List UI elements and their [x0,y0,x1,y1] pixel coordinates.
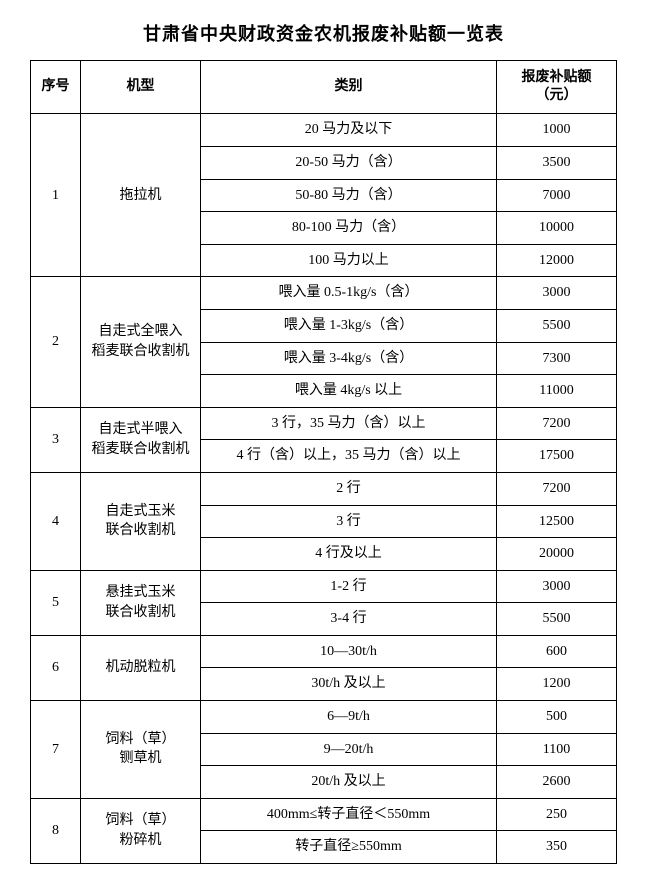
cell-model: 拖拉机 [81,114,201,277]
cell-amount: 3000 [497,277,617,310]
cell-amount: 7200 [497,407,617,440]
header-seq: 序号 [31,61,81,114]
cell-amount: 17500 [497,440,617,473]
cell-category: 6—9t/h [201,701,497,734]
subsidy-table: 序号 机型 类别 报废补贴额 （元） 1拖拉机20 马力及以下100020-50… [30,60,617,864]
cell-category: 80-100 马力（含） [201,212,497,245]
table-row: 2自走式全喂入稻麦联合收割机喂入量 0.5-1kg/s（含）3000 [31,277,617,310]
cell-amount: 12500 [497,505,617,538]
cell-model: 悬挂式玉米联合收割机 [81,570,201,635]
cell-category: 3-4 行 [201,603,497,636]
cell-seq: 6 [31,635,81,700]
header-amount-line2: （元） [536,88,578,103]
cell-amount: 7000 [497,179,617,212]
cell-category: 1-2 行 [201,570,497,603]
table-row: 6机动脱粒机10—30t/h600 [31,635,617,668]
cell-category: 3 行，35 马力（含）以上 [201,407,497,440]
cell-category: 喂入量 0.5-1kg/s（含） [201,277,497,310]
cell-category: 9—20t/h [201,733,497,766]
table-row: 7饲料（草）铡草机6—9t/h500 [31,701,617,734]
cell-category: 20-50 马力（含） [201,146,497,179]
cell-seq: 5 [31,570,81,635]
cell-seq: 4 [31,472,81,570]
cell-amount: 10000 [497,212,617,245]
cell-amount: 1100 [497,733,617,766]
cell-category: 喂入量 4kg/s 以上 [201,375,497,408]
cell-amount: 7300 [497,342,617,375]
table-row: 8饲料（草）粉碎机400mm≤转子直径＜550mm250 [31,798,617,831]
cell-amount: 500 [497,701,617,734]
cell-category: 2 行 [201,472,497,505]
table-row: 5悬挂式玉米联合收割机1-2 行3000 [31,570,617,603]
cell-amount: 1200 [497,668,617,701]
cell-category: 20t/h 及以上 [201,766,497,799]
header-row: 序号 机型 类别 报废补贴额 （元） [31,61,617,114]
cell-amount: 350 [497,831,617,864]
cell-model: 饲料（草）铡草机 [81,701,201,799]
cell-amount: 20000 [497,538,617,571]
header-model: 机型 [81,61,201,114]
header-amount-line1: 报废补贴额 [522,70,592,85]
cell-seq: 1 [31,114,81,277]
cell-amount: 3500 [497,146,617,179]
cell-amount: 11000 [497,375,617,408]
cell-model: 自走式玉米联合收割机 [81,472,201,570]
cell-category: 20 马力及以下 [201,114,497,147]
cell-category: 10—30t/h [201,635,497,668]
cell-seq: 8 [31,798,81,863]
header-amount: 报废补贴额 （元） [497,61,617,114]
cell-amount: 12000 [497,244,617,277]
cell-seq: 3 [31,407,81,472]
cell-seq: 2 [31,277,81,407]
table-row: 3自走式半喂入稻麦联合收割机3 行，35 马力（含）以上7200 [31,407,617,440]
cell-category: 3 行 [201,505,497,538]
cell-category: 喂入量 1-3kg/s（含） [201,309,497,342]
header-category: 类别 [201,61,497,114]
cell-category: 400mm≤转子直径＜550mm [201,798,497,831]
cell-category: 喂入量 3-4kg/s（含） [201,342,497,375]
table-row: 1拖拉机20 马力及以下1000 [31,114,617,147]
page-title: 甘肃省中央财政资金农机报废补贴额一览表 [30,20,617,46]
cell-category: 50-80 马力（含） [201,179,497,212]
cell-category: 4 行及以上 [201,538,497,571]
cell-model: 自走式全喂入稻麦联合收割机 [81,277,201,407]
cell-amount: 1000 [497,114,617,147]
cell-amount: 7200 [497,472,617,505]
cell-category: 30t/h 及以上 [201,668,497,701]
cell-amount: 5500 [497,309,617,342]
cell-model: 自走式半喂入稻麦联合收割机 [81,407,201,472]
cell-category: 4 行（含）以上，35 马力（含）以上 [201,440,497,473]
cell-category: 转子直径≥550mm [201,831,497,864]
cell-model: 饲料（草）粉碎机 [81,798,201,863]
table-row: 4自走式玉米联合收割机2 行7200 [31,472,617,505]
cell-amount: 5500 [497,603,617,636]
cell-amount: 3000 [497,570,617,603]
cell-model: 机动脱粒机 [81,635,201,700]
cell-amount: 600 [497,635,617,668]
cell-seq: 7 [31,701,81,799]
cell-amount: 250 [497,798,617,831]
cell-category: 100 马力以上 [201,244,497,277]
cell-amount: 2600 [497,766,617,799]
